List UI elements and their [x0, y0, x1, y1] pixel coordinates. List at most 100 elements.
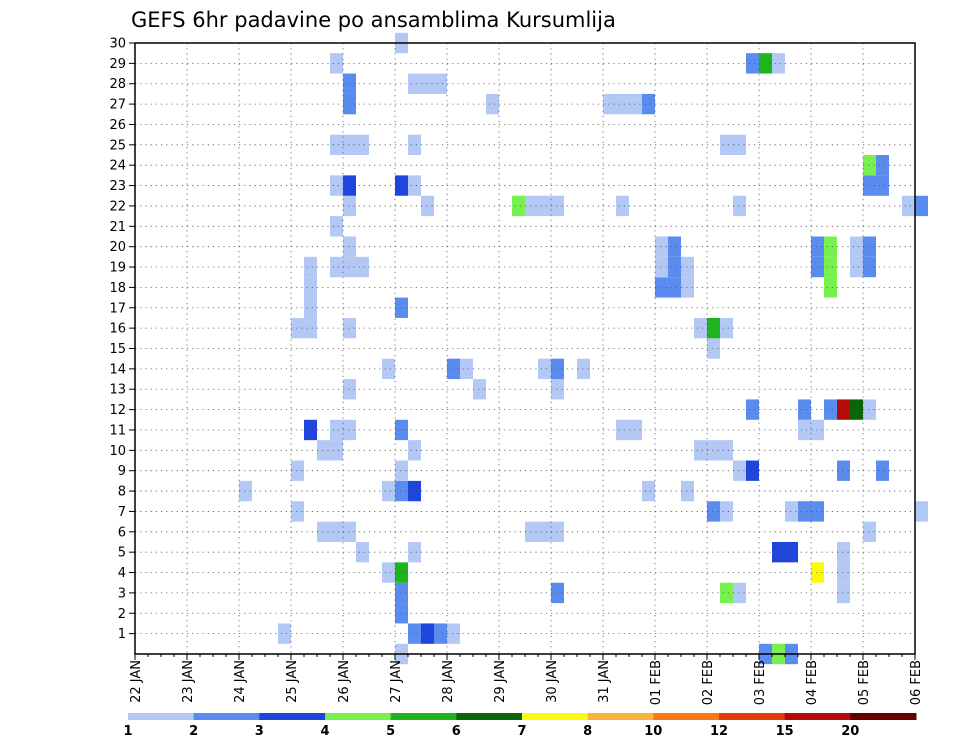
- precip-cell: [408, 175, 421, 196]
- precip-cell: [382, 358, 395, 380]
- precip-cell: [551, 521, 564, 542]
- precip-cell: [304, 277, 317, 298]
- x-tick-label: 24 JAN: [233, 660, 248, 703]
- precip-cell: [746, 460, 759, 481]
- y-tick-label: 21: [109, 220, 126, 235]
- precip-cell: [551, 195, 564, 217]
- precip-cell: [538, 358, 551, 380]
- colorbar-swatch: [850, 713, 917, 720]
- precip-cell: [681, 480, 694, 502]
- y-tick-label: 8: [118, 485, 126, 500]
- colorbar-label: 12: [710, 724, 728, 739]
- precip-cell: [616, 419, 629, 441]
- y-tick-label: 24: [109, 159, 126, 174]
- precip-cell: [876, 175, 889, 196]
- precip-cell: [525, 195, 538, 217]
- y-tick-label: 14: [109, 362, 126, 377]
- colorbar-label: 6: [452, 724, 461, 739]
- precip-cell: [421, 623, 434, 644]
- y-tick-label: 29: [109, 57, 126, 72]
- precip-cell: [408, 134, 421, 156]
- x-tick-label: 22 JAN: [129, 660, 144, 703]
- precip-cell: [473, 379, 486, 400]
- precip-cell: [863, 155, 876, 176]
- precip-cell: [304, 419, 317, 441]
- precip-cell: [811, 562, 824, 583]
- precip-cell: [694, 440, 707, 461]
- precip-cell: [720, 582, 733, 604]
- precip-cell: [330, 175, 343, 196]
- y-tick-label: 28: [109, 77, 126, 92]
- precip-cell: [902, 195, 915, 217]
- x-tick-label: 27 JAN: [389, 660, 404, 703]
- precip-cell: [382, 562, 395, 583]
- precip-cell: [720, 501, 733, 522]
- precip-cell: [668, 256, 681, 278]
- x-axis: 22 JAN 23 JAN 24 JAN 25 JAN 26 JAN 27 JAN 28 J…: [129, 654, 924, 705]
- precip-cell: [343, 93, 356, 115]
- precip-cell: [291, 460, 304, 481]
- precip-cell: [642, 480, 655, 502]
- y-tick-label: 25: [109, 138, 126, 153]
- y-tick-label: 4: [118, 566, 126, 581]
- precip-cell: [837, 541, 850, 563]
- precip-cell: [330, 53, 343, 74]
- precip-cell: [551, 582, 564, 604]
- precip-cell: [330, 419, 343, 441]
- x-tick-label: 30 JAN: [545, 660, 560, 703]
- precip-cell: [915, 501, 928, 522]
- grid-lines: [135, 43, 915, 654]
- precip-cell: [785, 501, 798, 522]
- precip-cell: [525, 521, 538, 542]
- precip-cell: [538, 195, 551, 217]
- precip-cell: [811, 419, 824, 441]
- precip-cell: [759, 53, 772, 74]
- precip-cell: [837, 399, 850, 420]
- precip-cell: [356, 541, 369, 563]
- x-tick-label: 05 FEB: [857, 660, 872, 705]
- precip-cell: [707, 440, 720, 461]
- precip-cell: [837, 562, 850, 583]
- colorbar-swatch: [719, 713, 786, 720]
- precip-cell: [837, 460, 850, 481]
- precip-cell: [408, 440, 421, 461]
- y-tick-label: 23: [109, 179, 126, 194]
- precip-cell: [512, 195, 525, 217]
- x-tick-label: 31 JAN: [597, 660, 612, 703]
- y-tick-label: 11: [109, 423, 126, 438]
- precip-cell: [434, 73, 447, 94]
- precip-cell: [733, 460, 746, 481]
- colorbar-swatch: [653, 713, 720, 720]
- precip-cell: [447, 623, 460, 644]
- colorbar-label: 3: [255, 724, 264, 739]
- precip-cell: [824, 256, 837, 278]
- y-axis: 1234567891011121314151617181920212223242…: [109, 37, 135, 642]
- colorbar-swatch: [259, 713, 326, 720]
- precip-cell: [291, 501, 304, 522]
- colorbar-swatch: [456, 713, 523, 720]
- precip-cell: [278, 623, 291, 644]
- precip-cell: [538, 521, 551, 542]
- precip-cell: [408, 541, 421, 563]
- precip-cell: [343, 134, 356, 156]
- y-tick-label: 19: [109, 261, 126, 276]
- precip-cell: [746, 399, 759, 420]
- y-tick-label: 20: [109, 240, 126, 255]
- precip-cell: [603, 93, 616, 115]
- precip-cell: [551, 358, 564, 380]
- precip-cell: [824, 399, 837, 420]
- precip-cell: [577, 358, 590, 380]
- precip-cell: [863, 256, 876, 278]
- precip-cell: [642, 93, 655, 115]
- precip-cell: [707, 317, 720, 339]
- precip-cell: [681, 256, 694, 278]
- precip-cell: [447, 358, 460, 380]
- precip-cell: [616, 93, 629, 115]
- precip-cell: [876, 460, 889, 481]
- colorbar-label: 8: [583, 724, 592, 739]
- precip-cell: [330, 521, 343, 542]
- precip-cell: [746, 53, 759, 74]
- precip-cell: [408, 623, 421, 644]
- y-tick-label: 13: [109, 383, 126, 398]
